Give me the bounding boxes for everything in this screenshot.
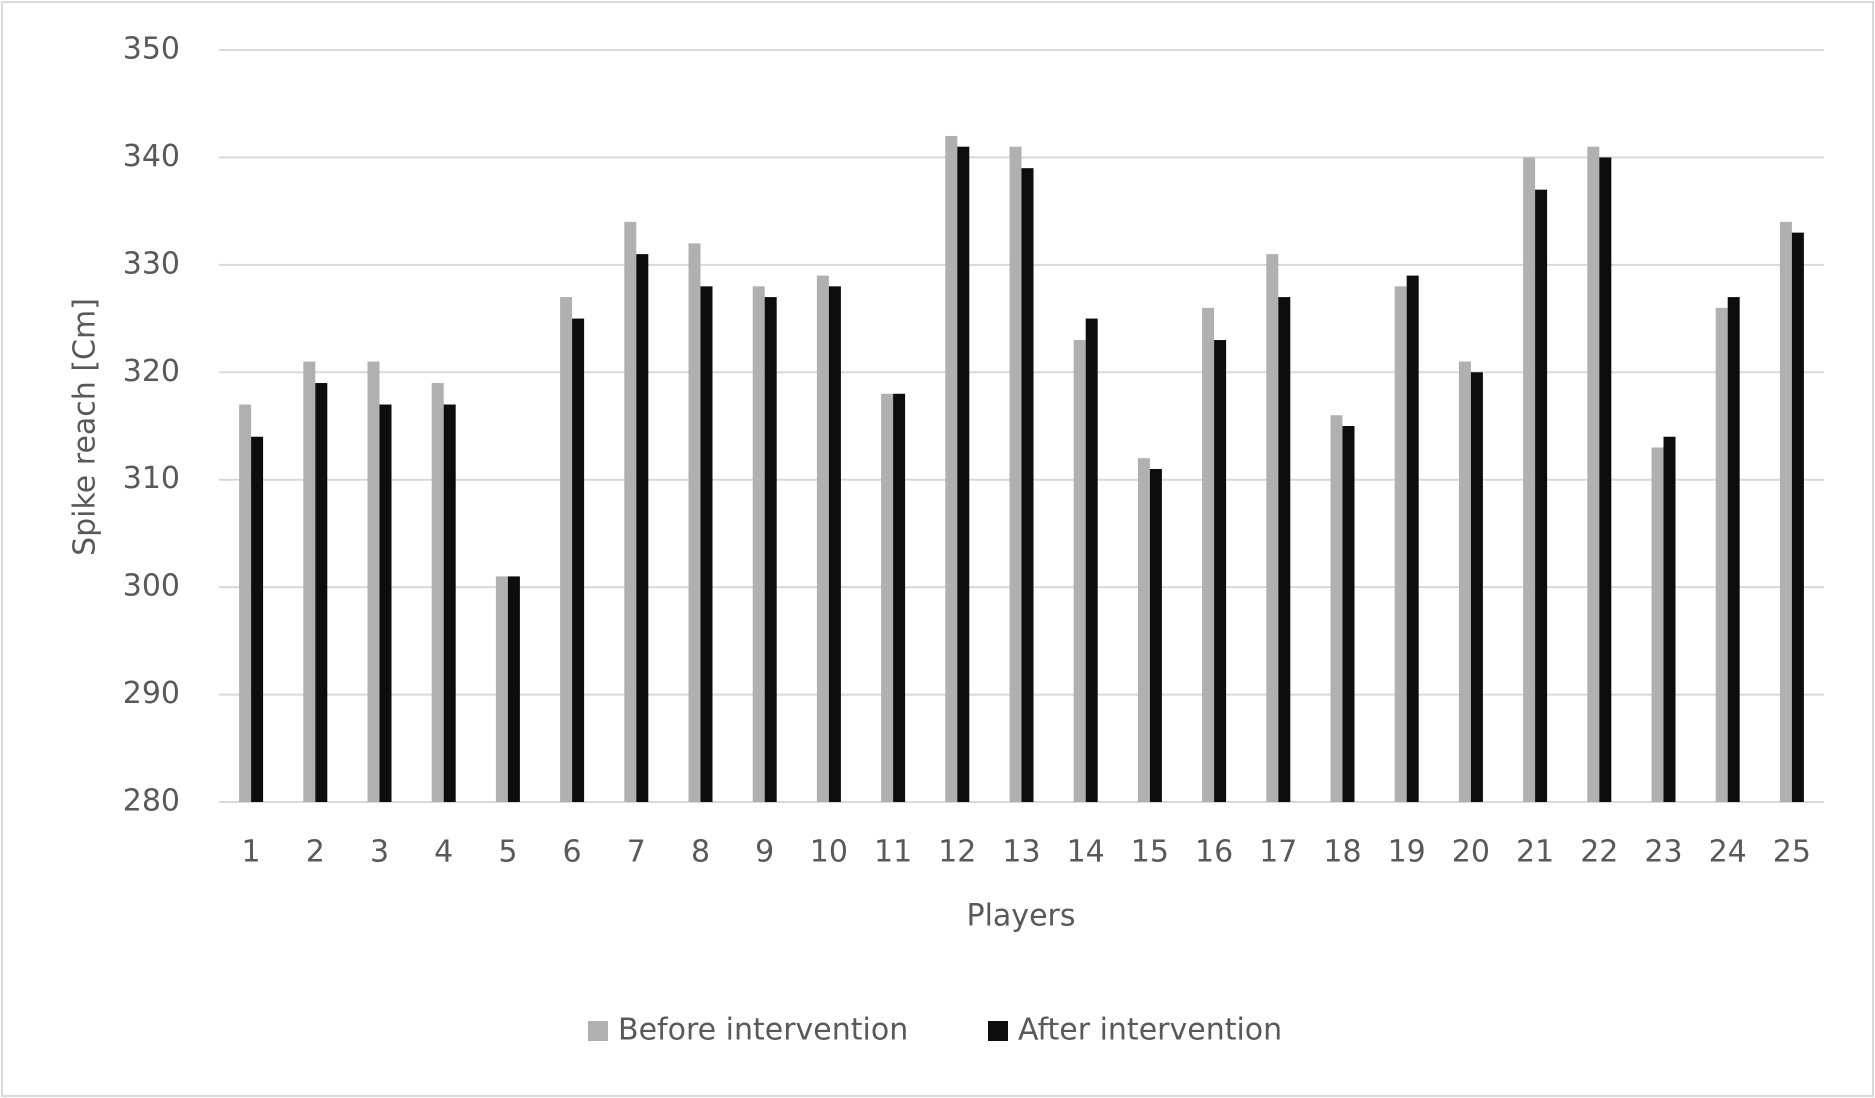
bar — [1342, 426, 1355, 802]
x-tick-label: 7 — [627, 835, 646, 870]
bar — [1202, 307, 1215, 802]
bar — [431, 383, 444, 802]
x-tick-label: 6 — [563, 835, 582, 870]
x-tick-label: 8 — [691, 835, 710, 870]
x-tick-label: 21 — [1516, 835, 1554, 870]
bar — [303, 361, 316, 802]
bar — [1587, 146, 1600, 802]
x-axis-label: Players — [967, 899, 1076, 934]
bar — [624, 221, 637, 802]
x-tick-label: 22 — [1580, 835, 1618, 870]
y-tick-label: 350 — [123, 32, 180, 67]
x-tick-label: 17 — [1259, 835, 1297, 870]
x-tick-label: 19 — [1388, 835, 1426, 870]
bar — [1458, 361, 1471, 802]
bar — [1085, 318, 1098, 802]
x-tick-label: 3 — [370, 835, 389, 870]
y-tick-label: 310 — [123, 461, 180, 496]
bar — [764, 297, 777, 802]
legend-swatch — [588, 1021, 608, 1041]
x-tick-label: 1 — [242, 835, 261, 870]
bar — [379, 404, 392, 802]
y-tick-label: 330 — [123, 246, 180, 281]
y-tick-label: 320 — [123, 354, 180, 389]
bar — [945, 135, 958, 802]
x-tick-label: 13 — [1002, 835, 1040, 870]
legend-label: After intervention — [1018, 1013, 1282, 1048]
y-tick-label: 340 — [123, 139, 180, 174]
bar — [1021, 168, 1034, 802]
x-tick-label: 4 — [434, 835, 453, 870]
x-tick-label: 10 — [810, 835, 848, 870]
x-tick-label: 5 — [498, 835, 517, 870]
bar — [443, 404, 456, 802]
y-tick-label: 280 — [123, 784, 180, 819]
legend-swatch — [988, 1021, 1008, 1041]
x-tick-label: 25 — [1773, 835, 1811, 870]
bar — [1470, 372, 1483, 802]
bar — [1535, 189, 1548, 802]
x-tick-label: 23 — [1644, 835, 1682, 870]
bar — [507, 576, 520, 802]
bar — [1523, 157, 1536, 802]
bar — [828, 286, 841, 802]
bar — [1009, 146, 1022, 802]
bar — [957, 146, 970, 802]
bar — [688, 243, 701, 802]
x-tick-label: 12 — [938, 835, 976, 870]
bar — [251, 436, 264, 802]
x-tick-label: 20 — [1452, 835, 1490, 870]
y-tick-label: 290 — [123, 676, 180, 711]
bar — [239, 404, 252, 802]
bar — [1137, 458, 1150, 802]
bar — [1330, 415, 1343, 802]
x-tick-label: 2 — [306, 835, 325, 870]
bar — [1394, 286, 1407, 802]
bar — [572, 318, 585, 802]
y-axis-label: Spike reach [Cm] — [68, 298, 103, 556]
bar — [1266, 254, 1279, 803]
bar — [1663, 436, 1676, 802]
x-tick-label: 24 — [1709, 835, 1747, 870]
x-tick-label: 16 — [1195, 835, 1233, 870]
bar — [1715, 307, 1728, 802]
bar — [495, 576, 508, 802]
bar — [1599, 157, 1612, 802]
bar — [1651, 447, 1664, 802]
bar — [700, 286, 713, 802]
bar — [893, 393, 906, 802]
bar — [560, 297, 573, 802]
y-tick-label: 300 — [123, 569, 180, 604]
bar — [1214, 340, 1227, 802]
bar — [881, 393, 894, 802]
bar — [315, 383, 328, 802]
legend-label: Before intervention — [618, 1013, 908, 1048]
bar — [816, 275, 829, 803]
x-tick-label: 15 — [1131, 835, 1169, 870]
bar — [1727, 297, 1740, 802]
bar — [1073, 340, 1086, 802]
bar — [752, 286, 765, 802]
bar — [1149, 468, 1162, 802]
bar — [1791, 232, 1804, 803]
bar — [1278, 297, 1291, 802]
x-tick-label: 14 — [1067, 835, 1105, 870]
bar — [1779, 221, 1792, 802]
bar — [1406, 275, 1419, 803]
x-tick-label: 9 — [755, 835, 774, 870]
bar — [636, 254, 649, 803]
bar — [367, 361, 380, 802]
x-tick-label: 18 — [1323, 835, 1361, 870]
x-tick-label: 11 — [874, 835, 912, 870]
